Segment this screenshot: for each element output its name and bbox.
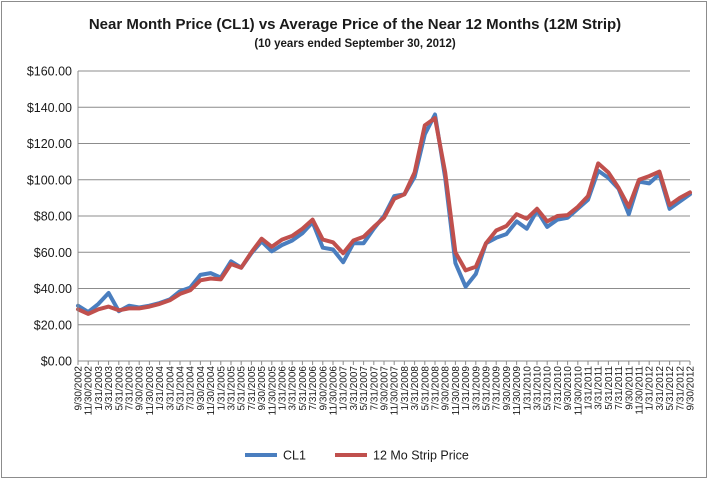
chart-title: Near Month Price (CL1) vs Average Price … [88,16,622,33]
y-tick-label-8: $160.00 [27,65,72,79]
x-tick-label-53: 7/31/2011 [614,366,625,410]
x-tick-label-36: 9/30/2008 [441,366,452,411]
x-tick-label-21: 3/31/2006 [288,366,299,411]
x-tick-label-3: 3/31/2003 [104,366,115,411]
x-tick-label-30: 9/30/2007 [380,366,391,411]
x-tick-label-35: 7/31/2008 [431,366,442,411]
x-tick-label-51: 3/31/2011 [594,366,605,410]
x-tick-label-8: 1/31/2004 [155,366,166,411]
x-tick-label-18: 9/30/2005 [257,366,268,411]
series-line-0 [76,112,692,315]
y-tick-label-1: $20.00 [34,318,72,332]
x-tick-label-48: 9/30/2010 [563,366,574,411]
x-tick-label-6: 9/30/2003 [135,366,146,411]
y-tick-label-2: $40.00 [34,282,72,296]
x-tick-label-55: 11/30/2011 [635,366,646,415]
x-tick-label-22: 5/31/2006 [298,366,309,411]
x-tick-label-15: 3/31/2005 [227,366,238,411]
chart-subtitle: (10 years ended September 30, 2012) [254,38,456,50]
x-tick-label-24: 9/30/2006 [318,366,329,411]
axes [77,71,690,362]
x-tick-label-19: 11/30/2005 [267,366,278,416]
x-tick-label-29: 7/31/2007 [369,366,380,411]
y-tick-label-6: $120.00 [27,137,72,151]
x-tick-label-16: 5/31/2005 [237,366,248,411]
x-tick-label-4: 5/31/2003 [114,366,125,411]
x-tick-label-14: 1/31/2005 [216,366,227,411]
y-axis-ticks: $0.00 $20.00 $40.00 $60.00 $80.00 $100.00 $120… [27,65,72,369]
x-tick-label-23: 7/31/2006 [308,366,319,411]
legend: CL1 12 Mo Strip Price [245,449,469,463]
series-line-1 [76,116,692,316]
x-tick-label-26: 1/31/2007 [339,366,350,411]
x-tick-label-32: 1/31/2008 [400,366,411,411]
x-tick-label-33: 3/31/2008 [410,366,421,411]
x-tick-label-45: 3/31/2010 [533,366,544,411]
x-tick-label-13: 11/30/2004 [206,366,217,416]
x-tick-label-40: 5/31/2009 [482,366,493,411]
x-tick-label-49: 11/30/2010 [573,366,584,416]
x-tick-label-17: 7/31/2005 [247,366,258,411]
x-tick-label-20: 1/31/2006 [278,366,289,411]
x-tick-label-7: 11/30/2003 [145,366,156,416]
x-tick-label-12: 9/30/2004 [196,366,207,411]
x-tick-label-58: 5/31/2012 [665,366,676,411]
x-tick-label-38: 1/31/2009 [461,366,472,411]
series-lines [76,112,692,316]
legend-label-0: CL1 [283,449,306,463]
x-tick-label-31: 11/30/2007 [390,366,401,416]
x-tick-label-37: 11/30/2008 [451,366,462,416]
x-tick-label-56: 1/31/2012 [645,366,656,411]
x-tick-label-10: 5/31/2004 [176,366,187,411]
y-tick-label-0: $0.00 [41,355,72,369]
legend-label-1: 12 Mo Strip Price [373,449,469,463]
x-tick-label-11: 7/31/2004 [186,366,197,411]
x-tick-label-9: 3/31/2004 [165,366,176,411]
y-tick-label-3: $60.00 [34,246,72,260]
x-tick-label-25: 11/30/2006 [329,366,340,416]
x-tick-label-50: 1/31/2011 [584,366,595,410]
x-tick-label-54: 9/30/2011 [624,366,635,410]
x-tick-label-42: 9/30/2009 [502,366,513,411]
x-tick-label-34: 5/31/2008 [420,366,431,411]
x-tick-label-27: 3/31/2007 [349,366,360,411]
x-tick-label-59: 7/31/2012 [675,366,686,411]
x-tick-label-28: 5/31/2007 [359,366,370,411]
x-tick-label-1: 11/30/2002 [84,366,95,416]
x-tick-label-46: 5/31/2010 [543,366,554,411]
x-axis-ticks: 9/30/2002 11/30/2002 1/31/2003 3/31/2003 5/3… [74,361,697,415]
grid-lines [78,70,690,326]
x-tick-label-57: 3/31/2012 [655,366,666,411]
x-tick-label-60: 9/30/2012 [686,366,697,411]
x-tick-label-47: 7/31/2010 [553,366,564,411]
y-tick-label-4: $80.00 [34,210,72,224]
x-tick-label-0: 9/30/2002 [74,366,85,411]
x-tick-label-39: 3/31/2009 [471,366,482,411]
x-tick-label-5: 7/31/2003 [125,366,136,411]
x-tick-label-52: 5/31/2011 [604,366,615,410]
y-tick-label-7: $140.00 [27,101,72,115]
y-tick-label-5: $100.00 [27,173,72,187]
x-tick-label-43: 11/30/2009 [512,366,523,416]
x-tick-label-2: 1/31/2003 [94,366,105,411]
x-tick-label-44: 1/31/2010 [522,366,533,411]
x-tick-label-41: 7/31/2009 [492,366,503,411]
